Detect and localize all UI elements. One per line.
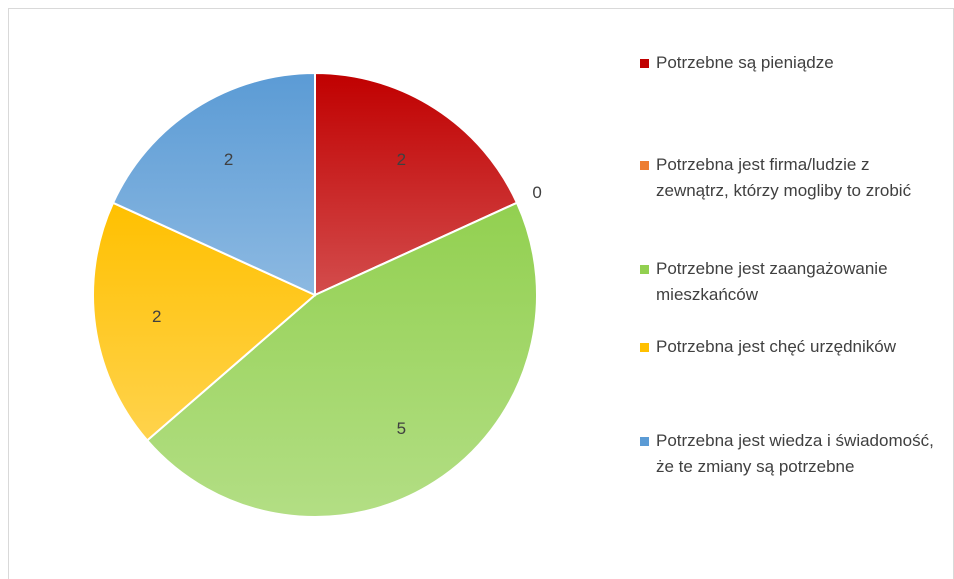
data-label: 2 (152, 307, 161, 326)
legend-label: Potrzebne są pieniądze (656, 53, 834, 72)
legend-item: Potrzebna jest firma/ludzie z zewnątrz, … (640, 152, 940, 204)
legend-label: Potrzebne jest zaangażowanie mieszkańców (656, 259, 888, 304)
legend-swatch (640, 437, 649, 446)
legend-item: Potrzebna jest chęć urzędników (640, 334, 940, 360)
legend-label: Potrzebna jest chęć urzędników (656, 337, 897, 356)
pie-slice (92, 201, 317, 442)
data-label: 0 (532, 183, 541, 202)
pie-slice (314, 71, 519, 297)
data-label: 5 (397, 419, 406, 438)
pie-slice (145, 201, 538, 518)
legend-item: Potrzebne są pieniądze (640, 50, 940, 76)
legend-label: Potrzebna jest firma/ludzie z zewnątrz, … (656, 155, 912, 200)
legend-label: Potrzebna jest wiedza i świadomość, że t… (656, 431, 934, 476)
pie-slice (111, 71, 316, 297)
legend-swatch (640, 161, 649, 170)
data-label: 2 (397, 150, 406, 169)
legend-swatch (640, 343, 649, 352)
legend-item: Potrzebne jest zaangażowanie mieszkańców (640, 256, 940, 308)
legend-swatch (640, 59, 649, 68)
legend-swatch (640, 265, 649, 274)
data-label: 2 (224, 150, 233, 169)
legend-item: Potrzebna jest wiedza i świadomość, że t… (640, 428, 940, 480)
